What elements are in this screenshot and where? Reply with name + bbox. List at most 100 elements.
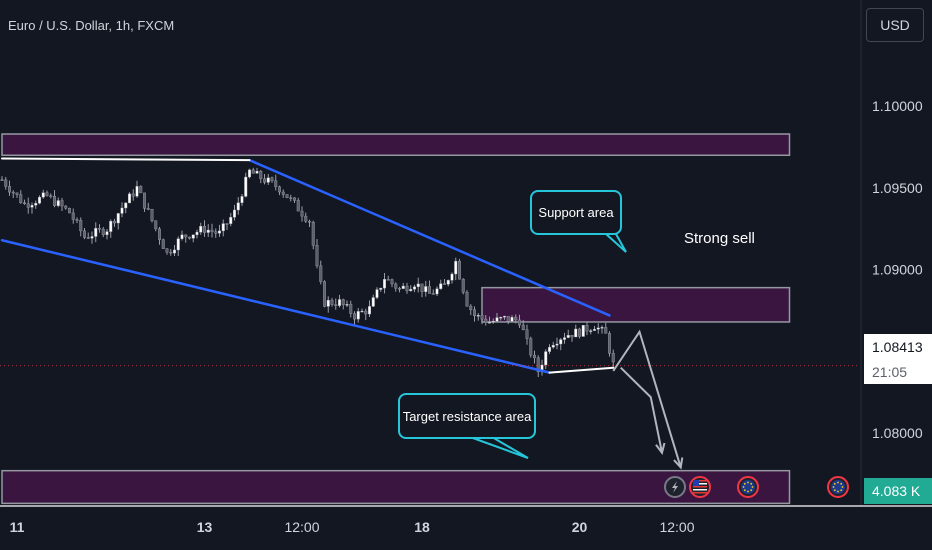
- candle: [386, 275, 390, 281]
- candle-body: [431, 293, 435, 295]
- candle: [210, 223, 214, 238]
- candle-body: [225, 223, 229, 225]
- candle-body: [232, 209, 236, 218]
- time-axis[interactable]: 11 13 12:00 18 20 12:00: [0, 505, 932, 535]
- candle: [360, 308, 364, 313]
- candle: [199, 222, 203, 235]
- candle: [375, 287, 379, 300]
- candle: [64, 205, 68, 210]
- candle: [589, 328, 593, 335]
- candle: [225, 223, 229, 231]
- candle-body: [570, 335, 574, 338]
- price-tick-label: 1.10000: [872, 98, 923, 114]
- candle-body: [263, 178, 267, 183]
- candle: [251, 167, 255, 174]
- candle: [450, 272, 454, 284]
- candle-body: [353, 313, 357, 320]
- candle-body: [202, 225, 206, 233]
- candle: [604, 322, 608, 334]
- candle: [11, 190, 15, 199]
- candle-body: [371, 297, 375, 307]
- candle-body: [401, 285, 405, 289]
- candle-body: [611, 353, 615, 363]
- flag-star: [837, 490, 839, 493]
- candle: [4, 176, 8, 190]
- flag-star: [750, 489, 753, 492]
- candle-body: [375, 289, 379, 298]
- eu-flag-icon: [827, 476, 849, 498]
- support-callout: Support area: [530, 190, 622, 235]
- candle: [296, 197, 300, 212]
- candle: [341, 298, 345, 310]
- candle-body: [97, 228, 101, 230]
- candle-body: [109, 220, 113, 232]
- candle: [172, 245, 176, 257]
- candle: [484, 315, 488, 326]
- candle-body: [169, 251, 173, 254]
- candle-body: [593, 329, 597, 331]
- candle: [536, 355, 540, 377]
- candle-body: [191, 234, 195, 239]
- candle: [285, 194, 289, 199]
- candle-body: [308, 220, 312, 223]
- candle-body: [180, 234, 184, 239]
- candle: [221, 219, 225, 237]
- candle-body: [285, 194, 289, 198]
- candle-body: [585, 325, 589, 332]
- candle-body: [30, 205, 34, 208]
- candle: [566, 329, 570, 339]
- candle: [94, 222, 98, 243]
- candle-body: [315, 245, 319, 267]
- candle-body: [120, 207, 124, 214]
- candle: [521, 320, 525, 331]
- candle-body: [608, 333, 612, 354]
- candle: [120, 202, 124, 218]
- candle-body: [495, 317, 499, 322]
- candle: [544, 349, 548, 370]
- candle: [19, 190, 23, 204]
- candle-body: [281, 191, 285, 195]
- candle-body: [64, 205, 68, 209]
- projection-path-2: [620, 367, 663, 453]
- flag-star: [750, 482, 753, 485]
- candle: [428, 280, 432, 294]
- candle: [578, 327, 582, 339]
- candle-body: [424, 286, 428, 292]
- candle-body: [413, 286, 417, 290]
- flag-canton: [693, 480, 699, 486]
- candle-body: [484, 318, 488, 323]
- candle: [0, 176, 4, 181]
- candle: [146, 202, 150, 211]
- candle-body: [187, 236, 191, 239]
- candle: [315, 239, 319, 269]
- candle: [30, 202, 34, 214]
- bar-countdown: 21:05: [864, 360, 932, 384]
- candle: [79, 217, 83, 237]
- currency-button[interactable]: USD: [866, 8, 924, 42]
- candle-body: [345, 304, 349, 306]
- projection-path-1: [612, 329, 682, 468]
- flag-star: [743, 482, 746, 485]
- candle: [289, 194, 293, 202]
- candle: [443, 279, 447, 285]
- flag-star: [840, 489, 843, 492]
- flag-star: [833, 482, 836, 485]
- candle-body: [296, 200, 300, 212]
- candle-body: [67, 208, 71, 214]
- candle-body: [390, 279, 394, 285]
- candle-body: [116, 213, 120, 224]
- candle: [38, 195, 42, 205]
- target-callout-label: Target resistance area: [402, 408, 532, 424]
- candle-body: [172, 249, 176, 254]
- candle-body: [45, 192, 49, 196]
- time-tick-label: 18: [414, 519, 430, 535]
- candle-body: [349, 304, 353, 314]
- support-callout-label: Support area: [538, 205, 614, 220]
- candle-body: [514, 317, 518, 321]
- candle-body: [551, 344, 555, 348]
- candle-body: [503, 315, 507, 318]
- us-flag-icon: [689, 476, 711, 498]
- candle: [150, 208, 154, 223]
- candle-body: [214, 231, 218, 234]
